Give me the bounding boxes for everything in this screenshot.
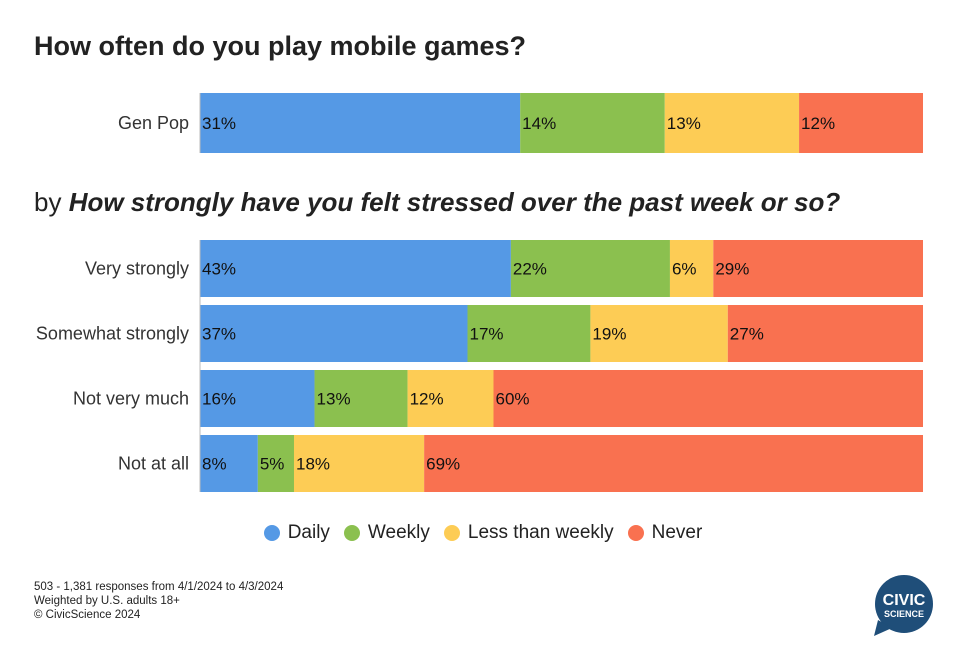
data-label-gen-pop-less-than-weekly: 13% (667, 114, 701, 133)
bar-somewhat-strongly-never (727, 305, 923, 362)
data-label-not-at-all-weekly: 5% (260, 455, 285, 474)
data-label-not-very-much-less-than-weekly: 12% (410, 390, 444, 409)
row-label-very-strongly: Very strongly (85, 259, 189, 279)
data-label-not-at-all-less-than-weekly: 18% (296, 455, 330, 474)
data-label-gen-pop-daily: 31% (202, 114, 236, 133)
legend-swatch-never (627, 525, 644, 541)
bar-gen-pop-daily (200, 93, 521, 153)
logo-text-science: SCIENCE (884, 609, 924, 619)
subtitle-prefix: by (34, 187, 69, 217)
data-label-not-at-all-daily: 8% (202, 455, 227, 474)
chart-title: How often do you play mobile games? (34, 31, 527, 61)
data-label-somewhat-strongly-daily: 37% (202, 325, 236, 344)
bar-gen-pop-never (799, 93, 923, 153)
bar-not-very-much-daily (200, 370, 315, 427)
legend-label-weekly: Weekly (367, 522, 430, 543)
legend-label-never: Never (651, 522, 703, 543)
legend-item-daily: Daily (263, 522, 330, 544)
bar-very-strongly-daily (200, 240, 511, 297)
data-label-not-at-all-never: 69% (426, 455, 460, 474)
logo-text-civic: CIVIC (883, 592, 926, 609)
row-label-not-at-all: Not at all (118, 454, 189, 474)
data-label-not-very-much-weekly: 13% (317, 390, 351, 409)
chart-subtitle: by How strongly have you felt stressed o… (34, 187, 840, 218)
bar-very-strongly-less-than-weekly (669, 240, 714, 297)
bar-very-strongly-never (713, 240, 923, 297)
data-label-very-strongly-less-than-weekly: 6% (672, 260, 697, 279)
data-label-gen-pop-never: 12% (801, 114, 835, 133)
bar-somewhat-strongly-less-than-weekly (590, 305, 728, 362)
data-label-somewhat-strongly-less-than-weekly: 19% (592, 325, 626, 344)
data-label-not-very-much-never: 60% (495, 390, 529, 409)
bar-somewhat-strongly-weekly (467, 305, 591, 362)
legend-item-never: Never (627, 522, 703, 544)
bar-gen-pop-less-than-weekly (664, 93, 800, 153)
bar-very-strongly-weekly (510, 240, 670, 297)
legend-label-daily: Daily (287, 522, 330, 543)
legend-item-less-than-weekly: Less than weekly (443, 522, 614, 544)
legend-swatch-weekly (343, 525, 360, 541)
bar-not-very-much-less-than-weekly (407, 370, 494, 427)
subtitle-question: How strongly have you felt stressed over… (68, 187, 841, 217)
bar-not-at-all-weekly (257, 435, 294, 492)
logo-speech-tail (874, 620, 892, 636)
data-label-somewhat-strongly-weekly: 17% (470, 325, 504, 344)
row-label-gen-pop: Gen Pop (118, 113, 189, 133)
bar-not-very-much-weekly (314, 370, 408, 427)
row-label-not-very-much: Not very much (73, 389, 189, 409)
bar-gen-pop-weekly (520, 93, 665, 153)
footer-notes: 503 - 1,381 responses from 4/1/2024 to 4… (34, 580, 283, 622)
data-label-gen-pop-weekly: 14% (522, 114, 556, 133)
footer-weighting: Weighted by U.S. adults 18+ (34, 595, 180, 607)
legend: Daily Weekly Less than weekly Never (0, 522, 966, 544)
logo-circle (875, 575, 933, 633)
bar-not-very-much-never (493, 370, 923, 427)
data-label-very-strongly-daily: 43% (202, 260, 236, 279)
data-label-not-very-much-daily: 16% (202, 390, 236, 409)
legend-item-weekly: Weekly (343, 522, 430, 544)
bar-not-at-all-less-than-weekly (293, 435, 425, 492)
row-label-somewhat-strongly: Somewhat strongly (36, 324, 189, 344)
footer-responses: 503 - 1,381 responses from 4/1/2024 to 4… (34, 581, 284, 593)
legend-swatch-daily (263, 525, 280, 541)
data-label-very-strongly-never: 29% (715, 260, 749, 279)
legend-swatch-less-than-weekly (443, 525, 460, 541)
bar-somewhat-strongly-daily (200, 305, 468, 362)
bar-not-at-all-daily (200, 435, 258, 492)
footer-copyright: © CivicScience 2024 (34, 609, 141, 621)
legend-label-less-than-weekly: Less than weekly (467, 522, 614, 543)
civicscience-logo: CIVIC SCIENCE (874, 575, 933, 636)
data-label-somewhat-strongly-never: 27% (730, 325, 764, 344)
data-label-very-strongly-weekly: 22% (513, 260, 547, 279)
bar-not-at-all-never (424, 435, 923, 492)
